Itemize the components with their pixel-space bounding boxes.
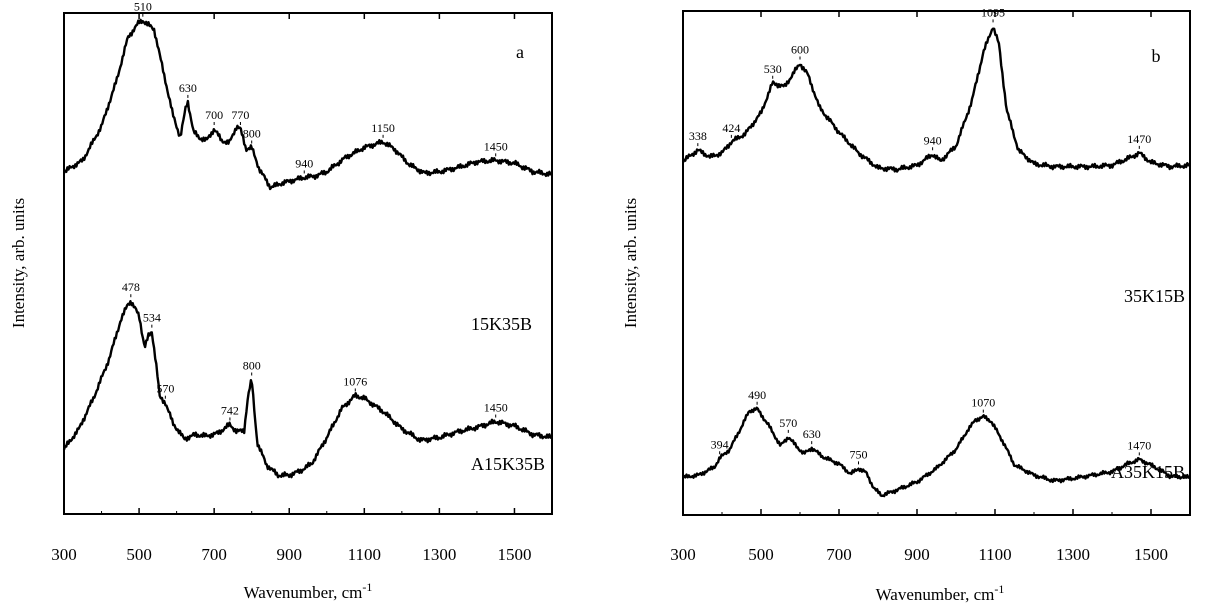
panel-b-x-tick-label: 900 <box>904 545 930 564</box>
panel-a-peak-label: 800 <box>243 359 261 373</box>
panel-b-x-tick-label: 1100 <box>978 545 1011 564</box>
panel-a-x-axis-label: Wavenumber, cm-1 <box>244 580 373 602</box>
panel-a-curve-A15K35B <box>62 300 553 479</box>
panel-b-curve-A35K15B <box>682 406 1191 498</box>
panel-b-x-tick-label: 500 <box>748 545 774 564</box>
panel-b-tick-labels: 300 500 700 900 1100 1300 1500 <box>670 545 1168 564</box>
panel-b-peak-label: 1470 <box>1127 132 1151 146</box>
panel-a-curves <box>62 18 553 479</box>
panel-a-peak-label: 1150 <box>371 121 395 135</box>
panel-a-plot-frame <box>63 12 553 515</box>
panel-b-x-tick-label: 700 <box>826 545 852 564</box>
panel-a-curve-15K35B <box>62 18 553 191</box>
panel-a-peak-label: 630 <box>179 81 197 95</box>
panel-a-ticks <box>63 13 516 514</box>
panel-a-peak-label: 1450 <box>484 401 508 415</box>
panel-b-peak-label: 530 <box>764 62 782 76</box>
panel-a-peak-label: 1450 <box>484 139 508 153</box>
panel-b-peak-label: 490 <box>748 388 766 402</box>
panel-a-x-tick-label: 500 <box>126 545 152 564</box>
panel-b-x-axis-label-main: Wavenumber, cm <box>876 585 995 604</box>
panel-a-tick-labels: 300 500 700 900 1100 1300 1500 <box>51 545 531 564</box>
panel-a-peak-label: 1076 <box>343 374 367 388</box>
panel-b-peak-label: 630 <box>803 427 821 441</box>
panel-a-x-tick-label: 1500 <box>497 545 531 564</box>
panel-b-peak-label: 600 <box>791 43 809 57</box>
panel-b-plot-frame <box>682 10 1191 516</box>
panel-b-peak-label: 394 <box>711 437 729 451</box>
panel-b-x-tick-label: 1500 <box>1134 545 1168 564</box>
panel-a-peak-label: 742 <box>221 403 239 417</box>
panel-b-peak-label: 1095 <box>981 5 1005 19</box>
panel-a-peak-label: 800 <box>243 127 261 141</box>
panel-b-curve-35K15B <box>681 27 1191 173</box>
panel-a-peak-label: 510 <box>134 0 152 14</box>
panel-a-letter: a <box>516 42 524 62</box>
panel-a-y-axis-label: Intensity, arb. units <box>9 198 28 328</box>
panel-a-x-tick-label: 1100 <box>348 545 381 564</box>
panel-a-x-tick-label: 700 <box>201 545 227 564</box>
panel-a-peak-label: 534 <box>143 311 161 325</box>
panel-b-peak-label: 940 <box>924 133 942 147</box>
panel-a-peak-label: 940 <box>295 156 313 170</box>
panel-a-peak-label: 700 <box>205 108 223 122</box>
panel-b: 338 424 530 600 940 1095 1470 394 490 570 630 750 10… <box>621 5 1191 604</box>
panel-a: 510 630 700 770 800 940 1150 1450 478 534 570 742 80… <box>9 0 553 602</box>
panel-a-x-tick-label: 900 <box>276 545 302 564</box>
panel-a-x-axis-label-main: Wavenumber, cm <box>244 583 363 602</box>
panel-b-peak-label: 1470 <box>1127 438 1151 452</box>
panel-b-series-label-bottom: A35K15B <box>1111 462 1185 482</box>
panel-b-series-label-top: 35K15B <box>1124 286 1185 306</box>
panel-a-series-label-top: 15K35B <box>471 314 532 334</box>
panel-a-peak-label: 770 <box>231 108 249 122</box>
panel-b-letter: b <box>1152 46 1161 66</box>
panel-b-peak-label: 570 <box>779 416 797 430</box>
panel-a-peak-label: 478 <box>122 280 140 294</box>
panel-b-peak-label: 750 <box>850 447 868 461</box>
panel-b-peak-label: 1070 <box>971 396 995 410</box>
panel-b-y-axis-label: Intensity, arb. units <box>621 198 640 328</box>
panel-b-x-axis-label: Wavenumber, cm-1 <box>876 582 1005 604</box>
panel-b-peak-label: 424 <box>722 121 740 135</box>
panel-a-series-label-bottom: A15K35B <box>471 454 545 474</box>
panel-a-x-tick-label: 300 <box>51 545 77 564</box>
panel-a-x-axis-label-sup: -1 <box>362 580 372 594</box>
panel-b-x-tick-label: 300 <box>670 545 696 564</box>
panel-a-peak-labels: 510 630 700 770 800 940 1150 1450 478 534 570 742 80… <box>122 0 508 421</box>
panel-b-x-tick-label: 1300 <box>1056 545 1090 564</box>
panel-a-peak-label: 570 <box>156 382 174 396</box>
panel-a-x-tick-label: 1300 <box>422 545 456 564</box>
panel-b-peak-label: 338 <box>689 129 707 143</box>
panel-b-x-axis-label-sup: -1 <box>994 582 1004 596</box>
panel-b-curves <box>681 27 1191 498</box>
panel-b-ticks <box>682 11 1152 515</box>
panel-b-peak-labels: 338 424 530 600 940 1095 1470 394 490 570 630 750 10… <box>689 5 1151 465</box>
